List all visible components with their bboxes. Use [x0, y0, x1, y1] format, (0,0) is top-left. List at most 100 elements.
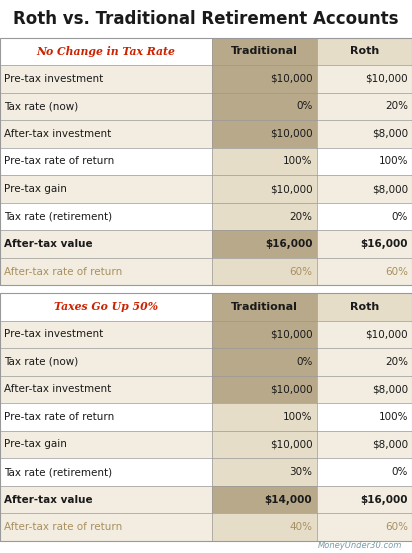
Text: Tax rate (retirement): Tax rate (retirement)	[4, 467, 112, 477]
Text: Roth vs. Traditional Retirement Accounts: Roth vs. Traditional Retirement Accounts	[13, 10, 399, 28]
Bar	[212, 513, 317, 541]
Text: $8,000: $8,000	[372, 440, 408, 450]
Bar	[212, 175, 317, 203]
Text: $8,000: $8,000	[372, 384, 408, 394]
Bar	[0, 93, 212, 120]
Text: $10,000: $10,000	[270, 74, 312, 84]
Bar	[212, 375, 317, 403]
Bar	[317, 258, 412, 285]
Bar	[212, 148, 317, 175]
Text: 20%: 20%	[385, 357, 408, 367]
Bar	[0, 431, 212, 458]
Bar	[212, 293, 317, 321]
Bar	[317, 230, 412, 258]
Text: $10,000: $10,000	[270, 330, 312, 340]
Text: Pre-tax gain: Pre-tax gain	[4, 440, 67, 450]
Bar	[212, 348, 317, 375]
Bar	[0, 348, 212, 375]
Text: Roth: Roth	[350, 302, 379, 312]
Text: Roth: Roth	[350, 46, 379, 56]
Text: 20%: 20%	[385, 101, 408, 111]
Bar	[0, 458, 212, 486]
Text: 0%: 0%	[391, 467, 408, 477]
Text: After-tax investment: After-tax investment	[4, 384, 111, 394]
Bar	[317, 148, 412, 175]
Text: Traditional: Traditional	[231, 302, 298, 312]
Bar	[0, 293, 412, 541]
Bar	[212, 203, 317, 230]
Text: $8,000: $8,000	[372, 129, 408, 139]
Text: $16,000: $16,000	[360, 239, 408, 249]
Text: Taxes Go Up 50%: Taxes Go Up 50%	[54, 301, 158, 312]
Text: MoneyUnder30.com: MoneyUnder30.com	[317, 541, 402, 550]
Text: Pre-tax investment: Pre-tax investment	[4, 330, 103, 340]
Text: 100%: 100%	[283, 412, 312, 422]
Bar	[212, 321, 317, 348]
Text: Tax rate (now): Tax rate (now)	[4, 101, 78, 111]
Text: 100%: 100%	[378, 412, 408, 422]
Bar	[0, 258, 212, 285]
Text: $16,000: $16,000	[265, 239, 312, 249]
Text: 60%: 60%	[385, 522, 408, 532]
Bar	[317, 431, 412, 458]
Bar	[212, 458, 317, 486]
Bar	[0, 375, 212, 403]
Text: 20%: 20%	[289, 212, 312, 222]
Bar	[317, 38, 412, 65]
Bar	[212, 486, 317, 513]
Bar	[317, 293, 412, 321]
Text: $10,000: $10,000	[270, 129, 312, 139]
Bar	[212, 65, 317, 93]
Text: $8,000: $8,000	[372, 184, 408, 194]
Bar	[212, 230, 317, 258]
Bar	[212, 93, 317, 120]
Bar	[0, 148, 212, 175]
Text: After-tax investment: After-tax investment	[4, 129, 111, 139]
Bar	[317, 203, 412, 230]
Bar	[212, 431, 317, 458]
Bar	[317, 321, 412, 348]
Text: After-tax value: After-tax value	[4, 494, 93, 504]
Bar	[317, 348, 412, 375]
Text: Pre-tax rate of return: Pre-tax rate of return	[4, 156, 115, 166]
Bar	[212, 38, 317, 65]
Text: 30%: 30%	[289, 467, 312, 477]
Text: $10,000: $10,000	[270, 184, 312, 194]
Text: Tax rate (retirement): Tax rate (retirement)	[4, 212, 112, 222]
Bar	[0, 175, 212, 203]
Text: After-tax rate of return: After-tax rate of return	[4, 522, 122, 532]
Bar	[0, 38, 412, 285]
Text: Traditional: Traditional	[231, 46, 298, 56]
Text: 100%: 100%	[378, 156, 408, 166]
Bar	[317, 175, 412, 203]
Text: No Change in Tax Rate: No Change in Tax Rate	[37, 46, 176, 57]
Bar	[212, 403, 317, 431]
Bar	[0, 293, 212, 321]
Text: 40%: 40%	[289, 522, 312, 532]
Bar	[317, 120, 412, 148]
Text: Tax rate (now): Tax rate (now)	[4, 357, 78, 367]
Text: Pre-tax investment: Pre-tax investment	[4, 74, 103, 84]
Bar	[0, 230, 212, 258]
Bar	[0, 65, 212, 93]
Text: $14,000: $14,000	[265, 494, 312, 504]
Text: Pre-tax gain: Pre-tax gain	[4, 184, 67, 194]
Text: After-tax value: After-tax value	[4, 239, 93, 249]
Bar	[0, 513, 212, 541]
Bar	[317, 458, 412, 486]
Bar	[317, 65, 412, 93]
Text: $10,000: $10,000	[270, 440, 312, 450]
Text: $10,000: $10,000	[270, 384, 312, 394]
Text: 60%: 60%	[289, 267, 312, 276]
Bar	[317, 513, 412, 541]
Bar	[0, 38, 212, 65]
Bar	[317, 403, 412, 431]
Bar	[317, 375, 412, 403]
Text: $16,000: $16,000	[360, 494, 408, 504]
Text: 0%: 0%	[391, 212, 408, 222]
Text: $10,000: $10,000	[365, 330, 408, 340]
Bar	[212, 120, 317, 148]
Text: 60%: 60%	[385, 267, 408, 276]
Text: Pre-tax rate of return: Pre-tax rate of return	[4, 412, 115, 422]
Bar	[0, 120, 212, 148]
